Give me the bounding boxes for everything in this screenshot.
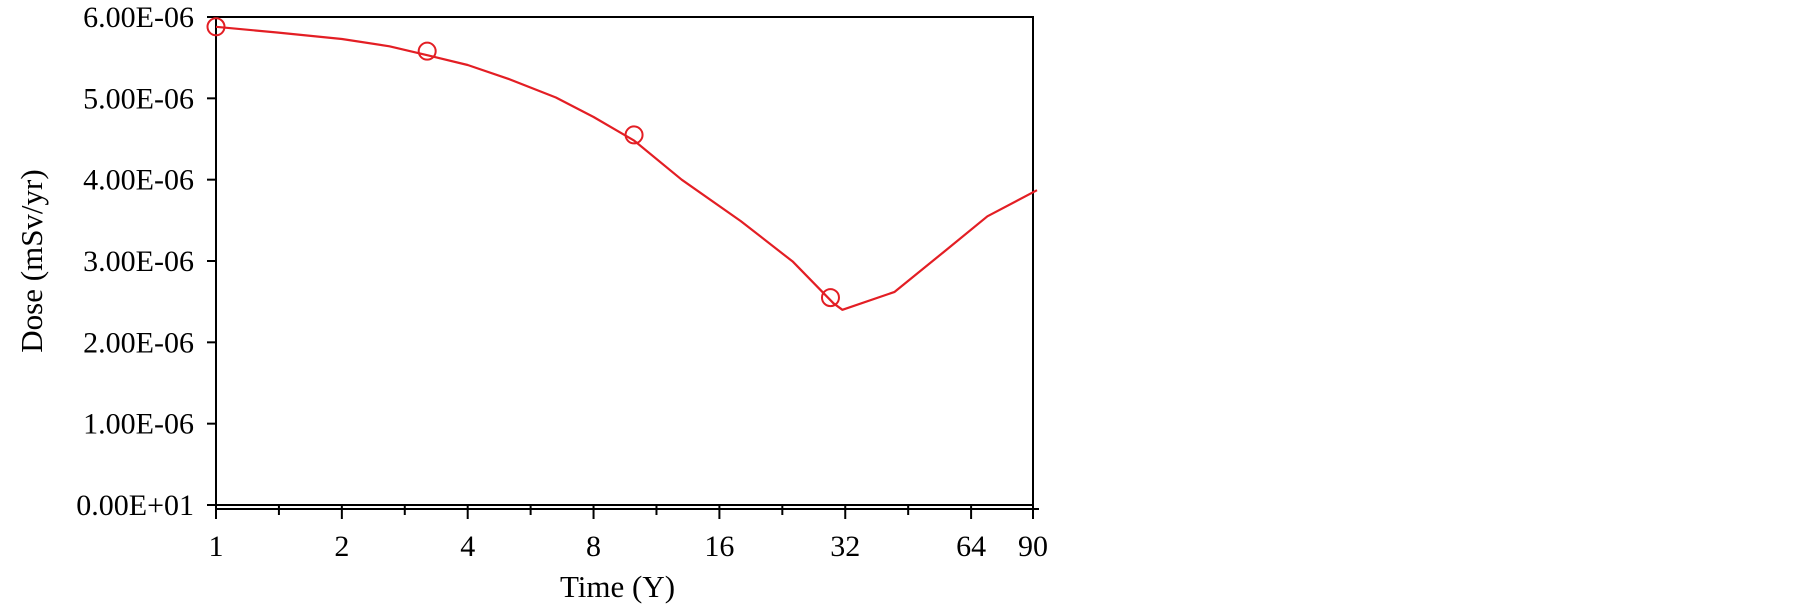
- x-tick-label: 64: [956, 530, 986, 563]
- y-tick-label: 6.00E-06: [83, 1, 194, 34]
- x-tick-label: 4: [460, 530, 475, 563]
- x-axis: 1 2 4 8 16 32 64 90: [209, 504, 1048, 563]
- y-tick-label: 1.00E-06: [83, 408, 194, 441]
- data-point-marker: [820, 288, 840, 308]
- y-tick-label: 3.00E-06: [83, 245, 194, 278]
- series-layer: [206, 17, 1038, 311]
- y-tick-label: 2.00E-06: [83, 326, 194, 359]
- x-tick-label: 1: [209, 530, 224, 563]
- y-tick-label: 5.00E-06: [83, 82, 194, 115]
- x-tick-label: 16: [704, 530, 734, 563]
- x-axis-title: Time (Y): [560, 569, 675, 604]
- plot-frame: [215, 16, 1039, 510]
- y-tick-label: 0.00E+01: [76, 489, 194, 522]
- x-tick-label: 2: [334, 530, 349, 563]
- data-point-marker: [417, 41, 437, 61]
- data-point-marker: [624, 125, 644, 145]
- plot-border: [215, 16, 1034, 506]
- x-tick-label: 8: [586, 530, 601, 563]
- y-axis: 0.00E+01 1.00E-06 2.00E-06 3.00E-06 4.00E-06…: [76, 1, 216, 522]
- x-tick-label: 90: [1018, 530, 1048, 563]
- series-line: [215, 25, 1038, 311]
- y-axis-title: Dose (mSv/yr): [14, 169, 49, 352]
- y-tick-label: 4.00E-06: [83, 164, 194, 197]
- x-tick-label: 32: [830, 530, 860, 563]
- data-point-marker: [206, 17, 226, 37]
